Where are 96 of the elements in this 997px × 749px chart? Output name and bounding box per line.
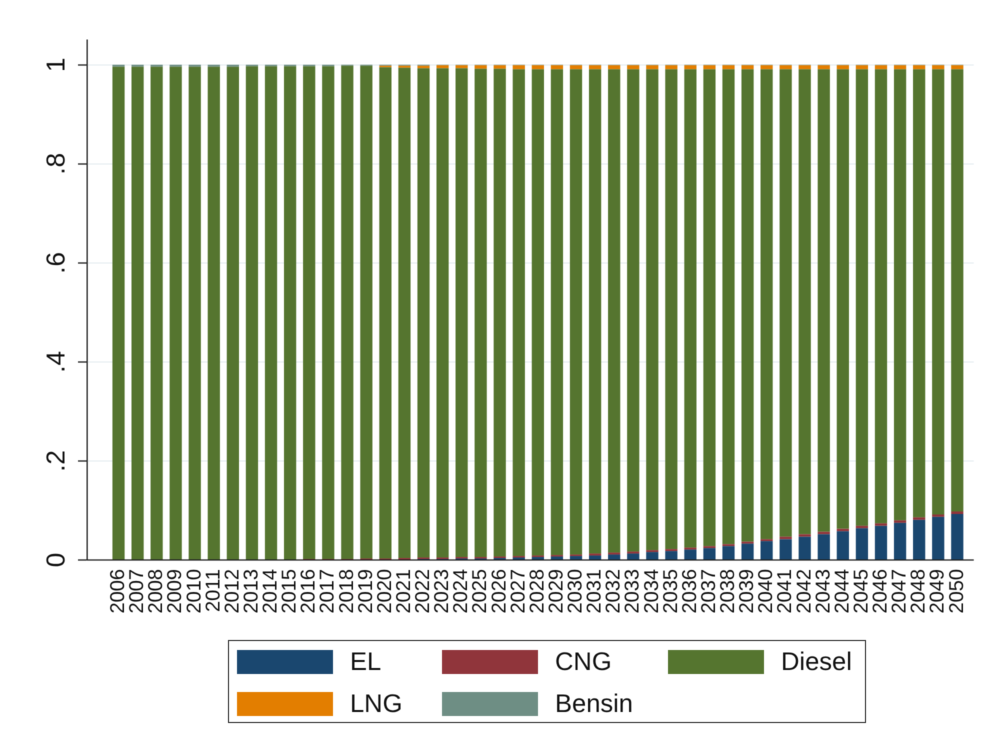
bar	[760, 69, 773, 540]
y-tick-label: .4	[40, 351, 70, 373]
bar	[264, 66, 278, 560]
bar	[894, 520, 906, 523]
bar	[150, 66, 163, 560]
bar	[646, 69, 658, 550]
bar	[741, 69, 754, 542]
bar	[874, 69, 888, 524]
bar	[512, 69, 525, 556]
bar	[436, 68, 449, 558]
bar	[208, 66, 220, 560]
bar	[512, 65, 525, 70]
bar	[627, 65, 640, 70]
bar	[932, 516, 944, 560]
bar	[379, 67, 392, 559]
bar	[856, 528, 868, 560]
bar	[798, 534, 811, 537]
bar	[360, 66, 372, 559]
bar	[703, 69, 716, 546]
bar	[856, 526, 868, 528]
bar	[608, 69, 620, 553]
bar	[588, 556, 602, 560]
bar	[398, 68, 411, 558]
bar	[818, 65, 830, 70]
y-tick-label: .2	[40, 450, 70, 472]
bar	[303, 66, 316, 560]
bar	[550, 69, 564, 556]
bar	[188, 66, 201, 560]
bar	[646, 552, 658, 560]
bar	[456, 68, 468, 558]
bar	[322, 66, 334, 560]
bar	[684, 69, 696, 548]
bar	[608, 554, 620, 560]
bar	[836, 531, 849, 560]
bar	[798, 69, 811, 534]
bar	[932, 69, 944, 514]
bar	[836, 69, 849, 529]
bar	[894, 69, 906, 520]
bar	[951, 69, 964, 512]
bar	[780, 536, 792, 540]
bar	[131, 66, 144, 560]
bar	[341, 66, 354, 560]
bar	[856, 69, 868, 526]
bar	[474, 68, 487, 558]
legend-label: Bensin	[555, 690, 633, 718]
bar	[570, 556, 582, 560]
bar	[932, 65, 944, 70]
bar	[741, 544, 754, 560]
bar	[818, 69, 830, 532]
y-tick-label: .8	[40, 152, 70, 175]
bar	[874, 526, 888, 560]
bar	[284, 66, 296, 560]
bar	[951, 511, 964, 514]
bar	[780, 65, 792, 70]
bar	[532, 69, 544, 556]
bar	[627, 554, 640, 560]
bar	[665, 69, 678, 550]
legend-label: EL	[350, 648, 382, 676]
bar	[703, 548, 716, 560]
bar	[417, 68, 430, 558]
bar	[913, 520, 926, 560]
bar	[627, 69, 640, 552]
bar	[722, 546, 735, 560]
bar	[170, 66, 182, 560]
bar	[760, 541, 773, 560]
legend-label: Diesel	[781, 648, 852, 676]
bar	[112, 66, 125, 560]
bar	[836, 528, 849, 532]
bar	[894, 522, 906, 560]
bar	[951, 514, 964, 560]
legend-label: LNG	[350, 690, 402, 718]
bar	[932, 514, 944, 517]
bar	[665, 551, 678, 560]
bar	[684, 550, 696, 560]
bar	[494, 68, 506, 557]
bar	[665, 65, 678, 70]
bar	[798, 536, 811, 560]
y-tick-label: 0	[40, 552, 70, 568]
legend-label: CNG	[555, 648, 612, 676]
bar	[722, 69, 735, 544]
bar	[874, 523, 888, 526]
bar	[550, 556, 564, 560]
bar	[588, 69, 602, 554]
bar	[780, 69, 792, 537]
bar	[246, 66, 258, 560]
bar	[570, 69, 582, 555]
bar	[780, 539, 792, 560]
y-tick-label: 1	[40, 58, 70, 72]
bar	[913, 517, 926, 520]
bar	[646, 65, 658, 70]
y-tick-label: .6	[40, 252, 70, 274]
bar	[913, 69, 926, 518]
bar	[798, 65, 811, 70]
bar	[818, 534, 830, 560]
bar	[951, 65, 964, 70]
bar	[226, 66, 239, 560]
